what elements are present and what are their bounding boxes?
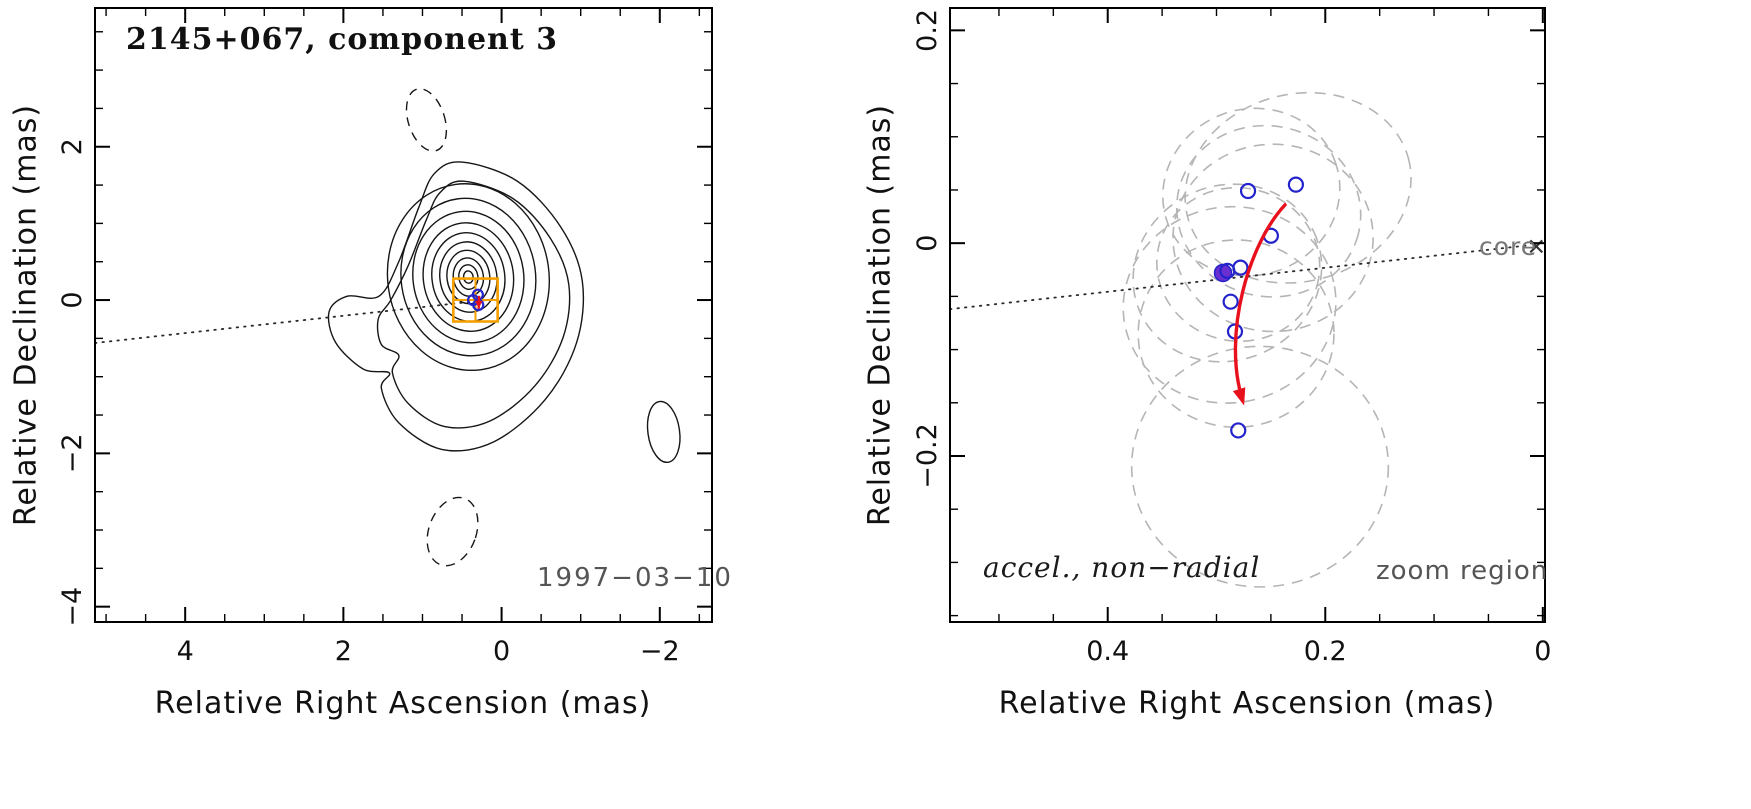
contour-level xyxy=(462,270,474,284)
y-tick-label: −0.2 xyxy=(912,423,943,489)
component-position-point xyxy=(1287,176,1305,193)
beam-ellipse xyxy=(1175,124,1362,298)
y-tick-label: 0 xyxy=(912,235,943,252)
y-tick-label: 0.2 xyxy=(912,9,943,52)
zoom-region-label: zoom region xyxy=(1376,556,1549,586)
arrow-head xyxy=(1232,387,1246,406)
component-position-point xyxy=(1232,259,1249,276)
right-xaxis-title: Relative Right Ascension (mas) xyxy=(998,686,1496,721)
beam-ellipse xyxy=(1132,183,1323,363)
arrow-head xyxy=(475,300,483,309)
core-direction-dotted-line xyxy=(94,298,495,344)
axes-frame xyxy=(94,7,713,623)
beam-ellipse xyxy=(1122,205,1337,404)
x-tick-label: −2 xyxy=(640,636,680,667)
x-tick-label: 0.2 xyxy=(1304,636,1347,667)
contour-level xyxy=(439,241,498,313)
x-tick-label: 0 xyxy=(493,636,510,667)
beam-ellipse xyxy=(1172,143,1374,333)
y-tick-label: 2 xyxy=(57,138,88,155)
y-tick-label: −2 xyxy=(57,433,88,473)
axes-frame xyxy=(949,7,1546,623)
contour-level xyxy=(446,249,491,305)
beam-ellipse xyxy=(1156,186,1321,343)
left-yaxis-title: Relative Declination (mas) xyxy=(8,103,44,527)
component-position-point xyxy=(1222,293,1239,310)
contour-level xyxy=(422,222,515,333)
beam-ellipse xyxy=(1162,107,1341,277)
x-tick-label: 0.4 xyxy=(1086,636,1129,667)
negative-contour xyxy=(405,88,448,152)
component-position-filled xyxy=(1213,263,1233,283)
beam-ellipse xyxy=(1184,91,1412,284)
right-yaxis-title: Relative Declination (mas) xyxy=(862,103,898,527)
core-label: core xyxy=(1479,232,1538,261)
y-tick-label: 0 xyxy=(57,291,88,308)
core-direction-dotted-line xyxy=(949,244,1530,311)
left-xaxis-title: Relative Right Ascension (mas) xyxy=(154,686,652,721)
contour-map-panel: 4 2 0 −2 2 0 −2 −4 xyxy=(57,7,713,667)
x-tick-label: 2 xyxy=(335,636,352,667)
contour-level xyxy=(412,210,525,344)
trajectory-model-label: accel., non−radial xyxy=(983,551,1261,584)
contour-level xyxy=(376,180,571,429)
epoch-date-label: 1997−03−10 xyxy=(537,563,733,593)
contour-level xyxy=(400,197,537,357)
component-position-point xyxy=(1219,262,1236,279)
source-title: 2145+067, component 3 xyxy=(126,22,559,57)
contour-level xyxy=(327,161,585,452)
x-tick-label: 0 xyxy=(1534,636,1551,667)
isolated-contour xyxy=(646,400,681,464)
y-tick-label: −4 xyxy=(57,587,88,627)
x-tick-label: 4 xyxy=(177,636,194,667)
component-position-point xyxy=(1239,182,1257,200)
component-position-point xyxy=(1230,422,1247,439)
trajectory-curve xyxy=(1233,203,1287,403)
zoom-region-panel: 0.4 0.2 0 0.2 0 −0.2 xyxy=(912,7,1551,667)
contour-level xyxy=(386,183,551,372)
beam-ellipse xyxy=(1137,239,1335,429)
negative-contour xyxy=(426,496,479,567)
beam-ellipse xyxy=(1130,345,1390,588)
